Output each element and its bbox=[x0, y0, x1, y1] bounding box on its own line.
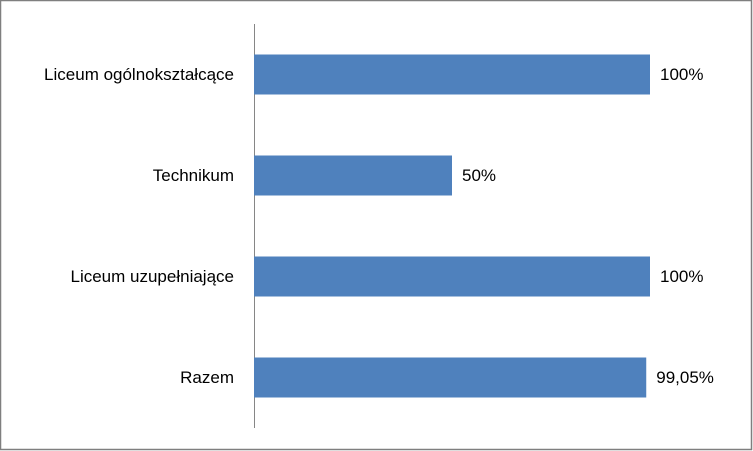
value-label: 100% bbox=[660, 267, 703, 286]
category-label: Liceum ogólnokształcące bbox=[44, 65, 234, 84]
bar bbox=[254, 256, 650, 297]
bar bbox=[254, 155, 452, 196]
bar bbox=[254, 54, 650, 95]
category-label: Liceum uzupełniające bbox=[71, 267, 235, 286]
bar bbox=[254, 357, 647, 398]
value-label: 100% bbox=[660, 65, 703, 84]
value-label: 99,05% bbox=[656, 368, 714, 387]
category-label: Technikum bbox=[153, 166, 234, 185]
category-label: Razem bbox=[180, 368, 234, 387]
value-label: 50% bbox=[462, 166, 496, 185]
